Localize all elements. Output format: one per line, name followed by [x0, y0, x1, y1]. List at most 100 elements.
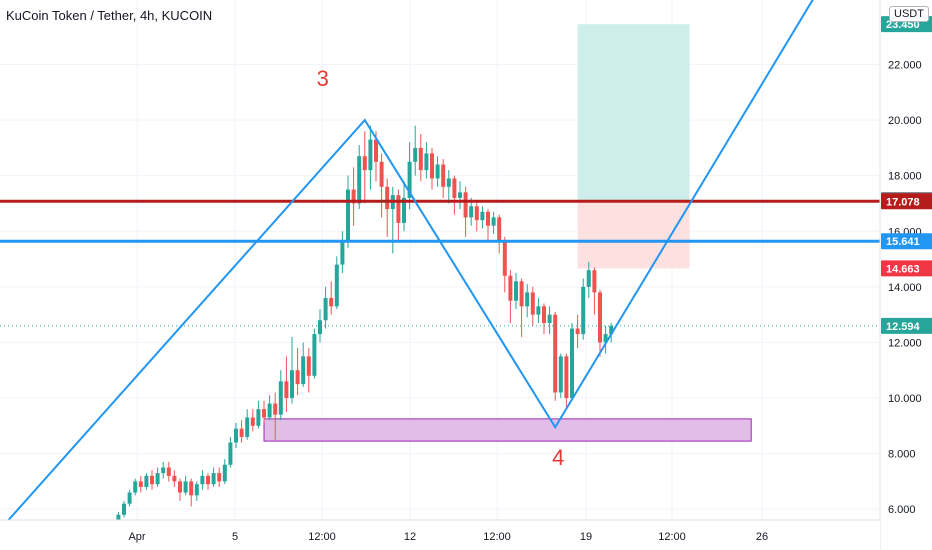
candle-body — [234, 428, 238, 443]
candle-body — [273, 403, 278, 415]
x-tick-label: 12 — [404, 531, 416, 543]
candle-body — [127, 492, 132, 504]
candle-body — [144, 475, 149, 487]
candle-body — [150, 475, 154, 485]
candle-body — [278, 381, 283, 415]
candle-body — [379, 161, 384, 187]
candle-body — [570, 328, 574, 399]
candle-body — [250, 417, 255, 426]
currency-badge[interactable]: USDT — [889, 6, 929, 22]
candle-body — [239, 428, 244, 437]
candle-body — [200, 475, 205, 485]
candle-body — [564, 356, 569, 399]
x-tick-label: 5 — [232, 531, 238, 543]
candle-body — [553, 314, 558, 393]
candle-body — [161, 467, 166, 474]
x-tick-label: Apr — [128, 531, 145, 543]
candle-body — [262, 409, 266, 418]
time-axis-bg — [0, 520, 880, 550]
candle-body — [166, 467, 171, 476]
candle-body — [609, 325, 614, 335]
candle-body — [122, 503, 126, 515]
candle-body — [301, 356, 306, 385]
candle-body — [245, 417, 250, 437]
candle-body — [536, 306, 541, 315]
candle-body — [502, 242, 507, 276]
price-label: 17.078 — [886, 196, 920, 208]
candle-body — [172, 475, 177, 482]
candle-body — [592, 270, 597, 293]
candle-body — [340, 242, 345, 265]
candle-body — [194, 484, 199, 496]
candle-body — [586, 270, 591, 287]
candle-body — [413, 147, 418, 162]
candle-body — [357, 156, 362, 204]
candle-body — [329, 297, 334, 307]
candle-body — [295, 370, 300, 385]
price-label: 15.641 — [886, 236, 920, 248]
elliott-wave-zigzag — [0, 0, 814, 530]
y-tick-label: 22.000 — [888, 59, 922, 71]
y-tick-label: 18.000 — [888, 171, 922, 183]
candle-body — [206, 475, 210, 485]
candle-body — [323, 297, 328, 321]
candle-body — [178, 481, 182, 493]
candle-body — [558, 356, 563, 393]
y-tick-label: 14.000 — [888, 282, 922, 294]
y-tick-label: 20.000 — [888, 115, 922, 127]
candle-body — [138, 481, 143, 487]
candle-body — [407, 161, 412, 198]
candle-body — [351, 189, 356, 204]
x-tick-label: 12:00 — [483, 531, 511, 543]
candle-body — [603, 334, 608, 343]
candle-body — [452, 178, 457, 198]
candle-body — [306, 356, 311, 376]
candle-body — [267, 403, 272, 418]
wave-label: 4 — [552, 445, 564, 470]
candle-body — [424, 153, 429, 171]
x-tick-label: 19 — [580, 531, 592, 543]
candle-body — [469, 206, 474, 218]
x-tick-label: 26 — [756, 531, 768, 543]
wave-label: 3 — [317, 66, 329, 91]
candle-body — [430, 153, 434, 179]
y-tick-label: 10.000 — [888, 393, 922, 405]
candle-body — [189, 481, 194, 496]
candle-body — [385, 186, 390, 210]
y-tick-label: 6.000 — [888, 504, 916, 516]
price-label: 23.450 — [886, 19, 920, 31]
candle-body — [441, 164, 446, 187]
y-tick-label: 12.000 — [888, 337, 922, 349]
candle-body — [396, 195, 401, 223]
x-tick-label: 12:00 — [658, 531, 686, 543]
candle-body — [402, 197, 406, 223]
candle-body — [256, 409, 261, 426]
candle-body — [598, 292, 602, 343]
candle-body — [418, 147, 423, 171]
candle-body — [446, 178, 451, 187]
price-label-bg — [881, 317, 932, 334]
candle-body — [374, 139, 378, 162]
candle-body — [222, 464, 227, 482]
price-label: 12.594 — [886, 321, 921, 333]
position-stop-area — [577, 201, 690, 269]
candle-body — [211, 473, 216, 485]
candle-body — [183, 481, 188, 493]
price-label: 14.663 — [886, 263, 920, 275]
candle-body — [133, 481, 138, 493]
x-tick-label: 12:00 — [308, 531, 336, 543]
candle-body — [547, 314, 552, 323]
candle-body — [368, 139, 373, 171]
candle-body — [581, 286, 586, 335]
candle-body — [228, 442, 233, 465]
position-target-area — [577, 24, 690, 202]
candle-body — [480, 211, 485, 221]
candle-body — [525, 292, 530, 307]
candle-body — [334, 264, 339, 307]
price-label-bg — [881, 260, 932, 277]
candle-body — [575, 328, 580, 335]
candle-body — [530, 292, 535, 315]
candle-body — [542, 306, 546, 323]
